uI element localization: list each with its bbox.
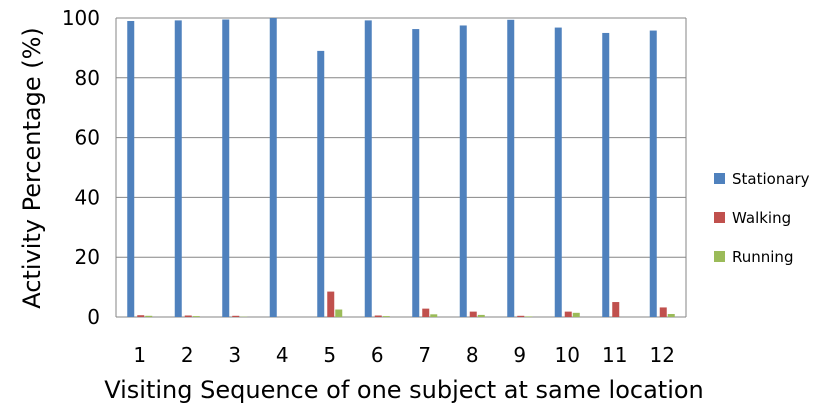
x-tick-label: 3 bbox=[228, 343, 241, 367]
y-tick-label: 80 bbox=[75, 66, 100, 90]
bar-stationary-10 bbox=[554, 27, 562, 318]
x-axis-title: Visiting Sequence of one subject at same… bbox=[104, 376, 704, 404]
bar-stationary-12 bbox=[649, 30, 657, 317]
bar-walking-11 bbox=[612, 302, 620, 317]
bar-running-5 bbox=[335, 309, 343, 317]
y-tick-label: 20 bbox=[75, 245, 100, 269]
bar-stationary-5 bbox=[317, 50, 325, 317]
bars bbox=[127, 18, 675, 318]
legend-label-stationary: Stationary bbox=[732, 170, 810, 188]
x-tick-label: 7 bbox=[418, 343, 431, 367]
y-tick-label: 0 bbox=[87, 305, 100, 329]
y-tick-label: 40 bbox=[75, 185, 100, 209]
legend-swatch-running bbox=[714, 251, 725, 262]
bar-walking-9 bbox=[517, 315, 525, 317]
bar-stationary-6 bbox=[364, 20, 372, 318]
x-tick-label: 6 bbox=[371, 343, 384, 367]
bar-walking-7 bbox=[422, 308, 430, 317]
bar-stationary-2 bbox=[174, 20, 182, 318]
bar-stationary-1 bbox=[127, 20, 135, 318]
bar-running-10 bbox=[572, 312, 580, 317]
bar-stationary-7 bbox=[412, 29, 420, 318]
x-tick-label: 9 bbox=[513, 343, 526, 367]
bar-running-1 bbox=[145, 315, 153, 317]
x-tick-label: 4 bbox=[276, 343, 289, 367]
y-tick-labels: 0 20 40 60 80 100 bbox=[62, 6, 100, 329]
bar-running-6 bbox=[382, 316, 390, 317]
bar-stationary-9 bbox=[507, 19, 515, 317]
y-tick-label: 60 bbox=[75, 126, 100, 150]
legend-swatch-walking bbox=[714, 212, 725, 223]
bar-stationary-11 bbox=[602, 32, 610, 317]
bar-walking-12 bbox=[659, 307, 667, 317]
bar-walking-10 bbox=[564, 311, 572, 317]
bar-walking-5 bbox=[327, 291, 335, 317]
bar-walking-3 bbox=[232, 315, 240, 317]
legend-label-running: Running bbox=[732, 248, 793, 266]
bar-walking-6 bbox=[374, 315, 382, 317]
x-tick-label: 1 bbox=[133, 343, 146, 367]
legend-swatch-stationary bbox=[714, 173, 725, 184]
x-tick-label: 5 bbox=[323, 343, 336, 367]
legend-label-walking: Walking bbox=[732, 209, 791, 227]
bar-running-12 bbox=[667, 314, 675, 317]
x-tick-label: 12 bbox=[650, 343, 675, 367]
x-tick-label: 10 bbox=[555, 343, 580, 367]
bar-walking-8 bbox=[469, 311, 477, 317]
x-tick-labels: 1 2 3 4 5 6 7 8 9 10 11 12 bbox=[133, 343, 675, 367]
gridlines bbox=[116, 17, 686, 318]
bar-stationary-4 bbox=[269, 18, 277, 317]
bar-running-9 bbox=[525, 316, 533, 317]
bar-running-7 bbox=[430, 314, 438, 317]
x-tick-label: 11 bbox=[602, 343, 627, 367]
bar-walking-2 bbox=[184, 315, 192, 317]
bar-walking-1 bbox=[137, 315, 145, 317]
y-tick-label: 100 bbox=[62, 6, 100, 30]
y-axis-title: Activity Percentage (%) bbox=[18, 27, 46, 309]
bar-running-8 bbox=[477, 314, 485, 317]
x-tick-label: 8 bbox=[466, 343, 479, 367]
legend: Stationary Walking Running bbox=[714, 170, 810, 266]
bar-stationary-3 bbox=[222, 19, 230, 318]
bar-running-2 bbox=[192, 316, 200, 317]
x-tick-label: 2 bbox=[181, 343, 194, 367]
bar-stationary-8 bbox=[459, 25, 467, 317]
axes bbox=[115, 18, 687, 317]
